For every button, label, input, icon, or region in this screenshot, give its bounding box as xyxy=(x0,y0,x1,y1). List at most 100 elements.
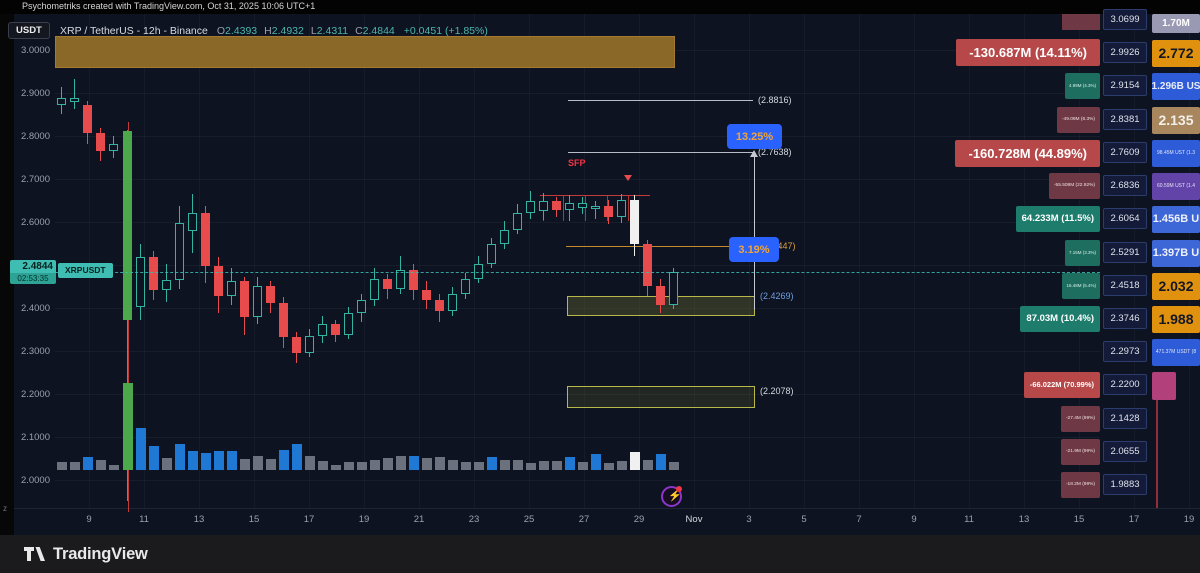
delta-label: 16.48M (5.4%) xyxy=(1062,273,1100,299)
ohlc-pair: C2.4844 xyxy=(355,25,395,37)
candle xyxy=(578,202,587,209)
volume-bar xyxy=(643,460,653,470)
candle xyxy=(552,201,561,210)
delta-label: -21.9M (99%) xyxy=(1060,439,1100,465)
volume-bar xyxy=(96,460,106,470)
volume-bar xyxy=(370,460,380,470)
candle xyxy=(370,278,379,301)
axis-price-box: 2.4518 xyxy=(1103,275,1147,296)
sell-marker-icon xyxy=(624,175,632,181)
delta-label: -66.022M (70.99%) xyxy=(1023,372,1100,398)
footer-bar: TradingView xyxy=(0,535,1200,573)
axis-price-box: 2.5291 xyxy=(1103,242,1147,263)
time-tick-label: 13 xyxy=(193,514,205,525)
current-price-badge: 2.4844 02:53:35 xyxy=(10,260,56,284)
candle xyxy=(669,271,678,305)
volume-bar xyxy=(487,457,497,470)
volume-bar xyxy=(149,446,159,470)
grid-vline xyxy=(1024,14,1025,508)
candle xyxy=(175,222,184,281)
grid-vline xyxy=(89,14,90,508)
symbol-info-bar[interactable]: XRP / TetherUS - 12h - Binance O2.4393 H2… xyxy=(60,23,488,39)
zone-price-label: (2.2078) xyxy=(760,386,794,396)
price-level-line[interactable] xyxy=(568,152,753,153)
volume-bar xyxy=(279,450,289,470)
volume-bar xyxy=(175,444,185,470)
time-tick-label: 19 xyxy=(358,514,370,525)
event-notification-icon[interactable]: ⚡ xyxy=(661,486,682,507)
candle xyxy=(565,202,574,210)
volume-bar xyxy=(500,460,510,470)
grid-hline xyxy=(55,222,1100,223)
time-tick-label: 25 xyxy=(523,514,535,525)
axis-price-box: 2.3746 xyxy=(1103,308,1147,329)
time-tick-label: Nov xyxy=(685,514,703,525)
candle xyxy=(96,133,105,151)
candle xyxy=(591,205,600,209)
collapsed-toolbar[interactable]: z xyxy=(0,14,14,535)
candle xyxy=(617,199,626,217)
grid-hline xyxy=(55,265,1100,266)
axis-price-box: 2.2973 xyxy=(1103,341,1147,362)
time-tick-label: 7 xyxy=(856,514,862,525)
grid-vline xyxy=(254,14,255,508)
volume-bar xyxy=(305,456,315,470)
percent-badge[interactable]: 13.25% xyxy=(727,124,782,149)
swing-high-line xyxy=(540,195,650,196)
volume-bar xyxy=(240,459,250,470)
time-tick-label: 15 xyxy=(248,514,260,525)
symbol-title: XRP / TetherUS - 12h - Binance xyxy=(60,25,208,37)
candle xyxy=(149,257,158,290)
axis-price-box: 1.9883 xyxy=(1103,474,1147,495)
volume-bar xyxy=(331,465,341,470)
candle xyxy=(474,264,483,279)
time-tick-label: 5 xyxy=(801,514,807,525)
price-change: +0.0451 (+1.85%) xyxy=(403,25,488,37)
quote-currency-badge[interactable]: USDT xyxy=(8,22,50,39)
right-scale-label: 60.59M UST (1.4 xyxy=(1152,172,1200,200)
sfp-label: SFP xyxy=(568,158,586,168)
right-scale-label: 1.397B U xyxy=(1152,239,1200,267)
ohlc-values: O2.4393 H2.4932 L2.4311 C2.4844 xyxy=(217,25,395,37)
tradingview-logo-icon[interactable] xyxy=(24,546,45,562)
delta-label: 4.99M (4.3%) xyxy=(1064,73,1100,99)
axis-price-box: 2.7609 xyxy=(1103,142,1147,163)
candle xyxy=(253,285,262,318)
grid-vline xyxy=(639,14,640,508)
right-red-line xyxy=(1156,400,1158,508)
axis-price-box: 2.2200 xyxy=(1103,374,1147,395)
price-tick-label: 2.6000 xyxy=(20,217,50,228)
tradingview-logo-text[interactable]: TradingView xyxy=(53,544,148,563)
measure-arrow-line[interactable] xyxy=(754,157,755,310)
price-tick-label: 2.3000 xyxy=(20,346,50,357)
time-tick-label: 15 xyxy=(1073,514,1085,525)
volume-bar xyxy=(357,462,367,470)
candle xyxy=(409,270,418,290)
time-tick-label: 9 xyxy=(911,514,917,525)
candle xyxy=(57,98,66,106)
time-tick-label: 9 xyxy=(86,514,92,525)
time-tick-label: 17 xyxy=(1128,514,1140,525)
volume-bar xyxy=(669,462,679,470)
volume-bar xyxy=(214,451,224,470)
volume-bar xyxy=(162,458,172,470)
candle xyxy=(83,105,92,134)
percent-badge[interactable]: 3.19% xyxy=(729,237,779,262)
grid-hline xyxy=(55,351,1100,352)
zone-price-label: (2.4269) xyxy=(760,291,794,301)
candle xyxy=(162,280,171,290)
volume-bar xyxy=(292,444,302,470)
grid-hline xyxy=(55,480,1100,481)
demand-zone-box[interactable] xyxy=(567,386,755,408)
price-level-line[interactable] xyxy=(568,100,753,101)
candle xyxy=(604,205,613,217)
price-level-line[interactable] xyxy=(566,246,780,247)
candle xyxy=(318,324,327,336)
volume-bar xyxy=(396,456,406,470)
supply-zone-box[interactable] xyxy=(55,36,675,68)
watermark-text: Psychometriks created with TradingView.c… xyxy=(22,1,316,11)
grid-hline xyxy=(55,394,1100,395)
grid-vline xyxy=(584,14,585,508)
candle xyxy=(643,244,652,286)
